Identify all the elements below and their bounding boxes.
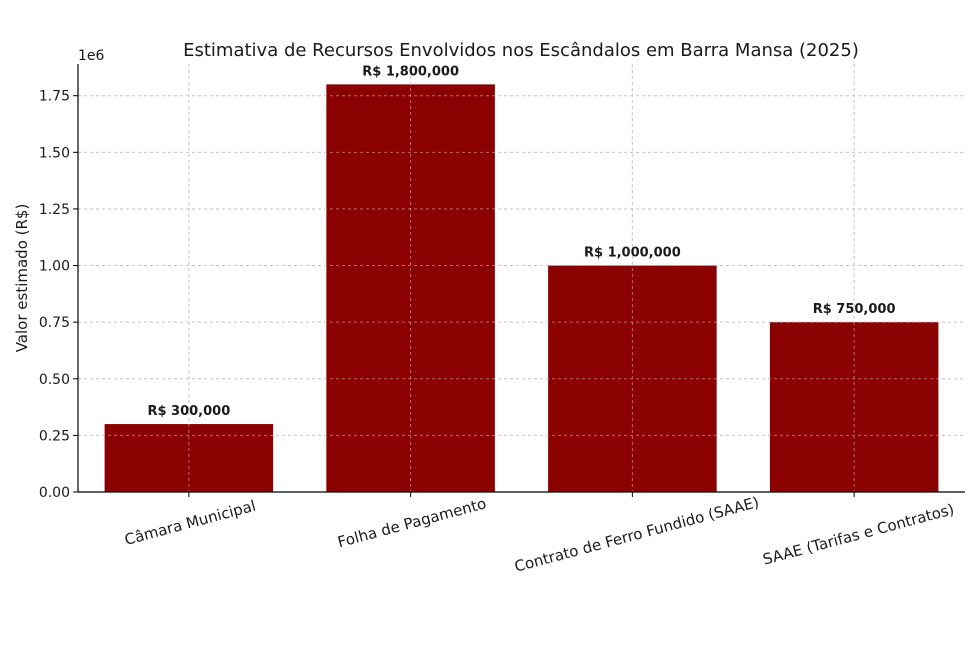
bar-data-label: R$ 300,000 xyxy=(147,404,230,419)
x-tick-label: SAAE (Tarifas e Contratos) xyxy=(761,500,956,568)
bar-data-label: R$ 1,000,000 xyxy=(584,246,681,261)
bars xyxy=(104,84,939,492)
y-tick-label: 1.25 xyxy=(39,202,70,218)
y-tick-label: 1.50 xyxy=(39,145,70,161)
y-tick-label: 1.75 xyxy=(39,89,70,105)
y-tick-label: 0.25 xyxy=(39,428,70,444)
bar xyxy=(104,424,274,492)
chart-title: Estimativa de Recursos Envolvidos nos Es… xyxy=(183,40,859,61)
bar-data-label: R$ 1,800,000 xyxy=(362,64,459,79)
x-tick-label: Contrato de Ferro Fundido (SAAE) xyxy=(513,493,761,576)
labels: 0.00 0.25 0.50 0.75 1.00 1.25 1.50 1.75 R$ 300,0… xyxy=(39,64,956,575)
x-tick-label: Câmara Municipal xyxy=(123,497,258,549)
y-tick-label: 0.75 xyxy=(39,315,70,331)
axes xyxy=(73,64,965,497)
y-tick-label: 0.50 xyxy=(39,372,70,388)
y-axis-offset-label: 1e6 xyxy=(78,48,105,64)
bar-data-label: R$ 750,000 xyxy=(813,302,896,317)
y-tick-label: 1.00 xyxy=(39,259,70,275)
y-tick-label: 0.00 xyxy=(39,485,70,501)
x-tick-label: Folha de Pagamento xyxy=(336,494,489,551)
y-axis-label: Valor estimado (R$) xyxy=(13,204,31,353)
